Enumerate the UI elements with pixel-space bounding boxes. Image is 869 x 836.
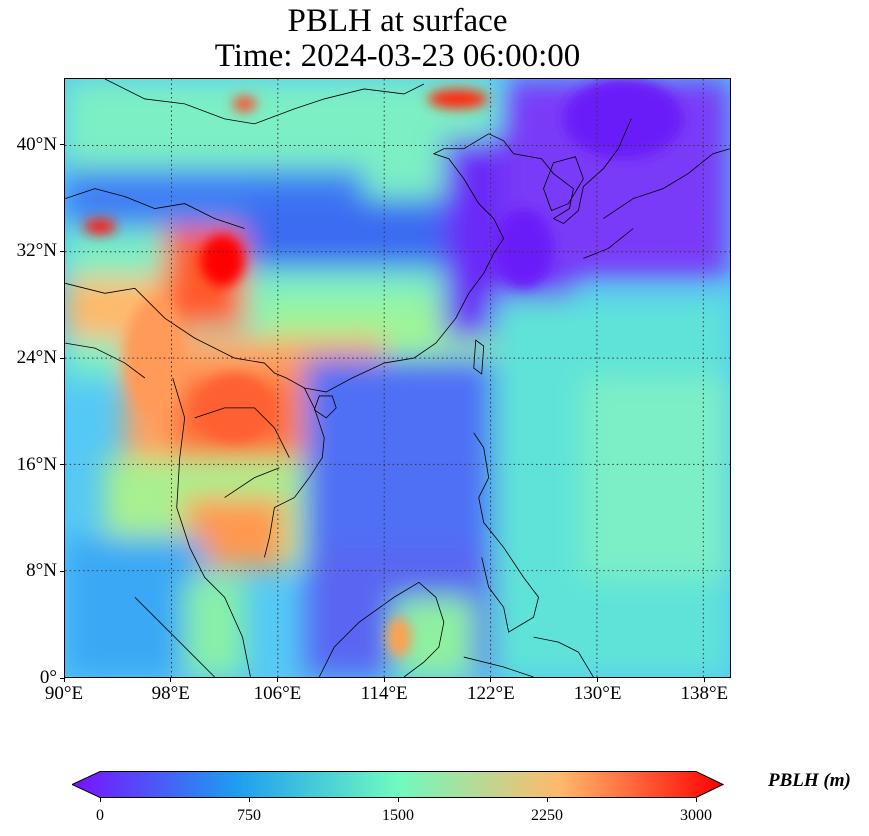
title-line-2: Time: 2024-03-23 06:00:00	[214, 38, 581, 74]
lon-tick-label: 98°E	[151, 683, 190, 704]
lon-tick-mark	[490, 678, 492, 682]
lon-tick-mark	[383, 678, 385, 682]
colorbar-gradient	[70, 771, 725, 798]
coastlines	[65, 79, 730, 677]
pblh-map	[64, 78, 731, 678]
colorbar-tick-mark	[546, 798, 548, 802]
lat-tick-mark	[60, 357, 64, 359]
title-line-1: PBLH at surface	[287, 3, 508, 39]
colorbar-label: PBLH (m)	[768, 770, 851, 791]
lon-tick-mark	[276, 678, 278, 682]
colorbar-tick-label: 3000	[680, 807, 712, 824]
lon-tick-label: 130°E	[573, 683, 622, 704]
lat-tick-mark	[60, 677, 64, 679]
colorbar	[70, 771, 725, 798]
lon-tick-mark	[597, 678, 599, 682]
pblh-hotspots	[84, 79, 684, 658]
lon-tick-mark	[703, 678, 705, 682]
lon-tick-label: 122°E	[467, 683, 515, 704]
lat-tick-label: 24°N	[16, 347, 57, 368]
lat-tick-mark	[60, 144, 64, 146]
colorbar-tick-mark	[248, 798, 250, 802]
lat-tick-label: 8°N	[26, 560, 57, 582]
lat-tick-label: 40°N	[16, 133, 57, 155]
lon-tick-mark	[63, 678, 65, 682]
chart-title: PBLH at surface Time: 2024-03-23 06:00:0…	[64, 4, 731, 74]
lon-tick-label: 138°E	[680, 683, 729, 704]
colorbar-tick-label: 1500	[382, 807, 414, 824]
lat-tick-label: 0°	[39, 667, 57, 688]
colorbar-tick-mark	[397, 798, 399, 802]
colorbar-tick-label: 0	[96, 807, 104, 824]
lon-tick-label: 90°E	[44, 683, 84, 704]
colorbar-tick-mark	[695, 798, 697, 802]
gridlines	[65, 79, 730, 677]
lon-tick-mark	[170, 678, 172, 682]
map-canvas	[65, 79, 730, 677]
colorbar-tick-mark	[99, 798, 101, 802]
lat-tick-mark	[60, 464, 64, 466]
lat-tick-label: 16°N	[16, 453, 57, 475]
lat-tick-label: 32°N	[16, 240, 57, 262]
lat-tick-mark	[60, 570, 64, 572]
lon-tick-label: 106°E	[253, 683, 302, 704]
colorbar-tick-label: 2250	[531, 807, 563, 824]
lon-tick-label: 114°E	[360, 683, 408, 704]
colorbar-bar	[70, 771, 725, 798]
colorbar-tick-label: 750	[237, 807, 261, 824]
lat-tick-mark	[60, 250, 64, 252]
